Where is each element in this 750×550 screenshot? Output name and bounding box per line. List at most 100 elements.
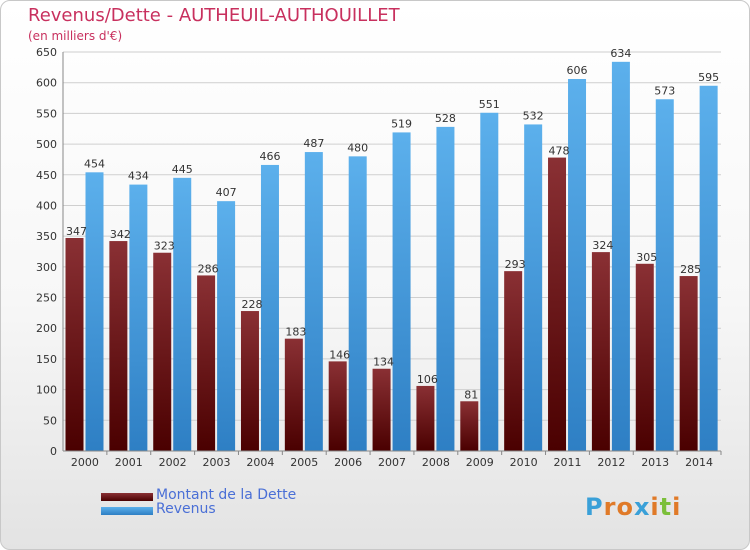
x-tick-label: 2007: [378, 456, 406, 469]
bar-dette-2014: [679, 276, 698, 451]
value-label-revenus-2007: 519: [391, 117, 412, 130]
x-tick-label: 2012: [597, 456, 625, 469]
x-tick-label: 2010: [510, 456, 538, 469]
value-label-dette-2010: 293: [505, 258, 526, 271]
bar-dette-2009: [460, 401, 479, 451]
bar-revenus-2007: [392, 132, 411, 451]
x-tick-label: 2011: [553, 456, 581, 469]
bar-revenus-2013: [655, 99, 674, 452]
value-label-dette-2014: 285: [680, 263, 701, 276]
bar-revenus-2005: [304, 152, 323, 451]
value-label-revenus-2001: 434: [128, 170, 149, 183]
bar-dette-2008: [416, 385, 435, 451]
bar-dette-2013: [635, 263, 654, 451]
bar-dette-2003: [197, 275, 216, 451]
y-tick-label: 300: [36, 261, 57, 274]
proxiti-logo: Proxiti: [585, 493, 681, 521]
logo-letter: t: [659, 493, 673, 521]
bar-dette-2002: [153, 252, 172, 451]
value-label-revenus-2014: 595: [698, 71, 719, 84]
x-tick-label: 2001: [115, 456, 143, 469]
bar-dette-2005: [284, 338, 303, 451]
logo-letter: i: [672, 493, 682, 521]
value-label-revenus-2003: 407: [216, 186, 237, 199]
bar-revenus-2002: [173, 177, 192, 452]
logo-letter: r: [603, 493, 617, 521]
x-tick-label: 2005: [290, 456, 318, 469]
x-tick-label: 2013: [641, 456, 669, 469]
value-label-dette-2007: 134: [373, 356, 394, 369]
value-label-revenus-2013: 573: [654, 84, 675, 97]
value-label-revenus-2012: 634: [610, 47, 631, 60]
value-label-dette-2009: 81: [464, 388, 478, 401]
bar-revenus-2009: [480, 112, 499, 452]
value-label-revenus-2002: 445: [172, 163, 193, 176]
value-label-revenus-2008: 528: [435, 112, 456, 125]
x-tick-label: 2014: [685, 456, 713, 469]
bar-revenus-2006: [348, 156, 367, 451]
legend-swatch-dette: [101, 493, 153, 501]
bar-revenus-2004: [260, 164, 279, 451]
y-tick-label: 50: [43, 414, 57, 427]
y-tick-label: 450: [36, 169, 57, 182]
value-label-dette-2004: 228: [241, 298, 262, 311]
value-label-dette-2000: 347: [66, 225, 87, 238]
y-tick-label: 400: [36, 199, 57, 212]
value-label-dette-2008: 106: [417, 373, 438, 386]
bar-revenus-2014: [699, 85, 718, 451]
value-label-dette-2006: 146: [329, 348, 350, 361]
value-label-dette-2005: 183: [285, 326, 306, 339]
chart-subtitle: (en milliers d'€): [28, 29, 123, 43]
bar-revenus-2012: [611, 61, 630, 452]
chart-title: Revenus/Dette - AUTHEUIL-AUTHOUILLET: [28, 5, 400, 26]
bar-revenus-2003: [217, 201, 236, 451]
bar-dette-2010: [504, 271, 523, 451]
bar-dette-2001: [109, 241, 128, 451]
value-label-dette-2011: 478: [549, 145, 570, 158]
value-label-dette-2001: 342: [110, 228, 131, 241]
x-tick-label: 2009: [466, 456, 494, 469]
x-tick-label: 2000: [71, 456, 99, 469]
bar-dette-2011: [548, 157, 567, 451]
legend-swatch-revenus: [101, 507, 153, 515]
x-tick-label: 2008: [422, 456, 450, 469]
y-tick-label: 0: [50, 445, 57, 458]
bar-revenus-2001: [129, 184, 148, 452]
y-tick-label: 100: [36, 384, 57, 397]
legend-label-revenus: Revenus: [156, 501, 216, 517]
y-tick-label: 150: [36, 353, 57, 366]
bar-dette-2004: [240, 311, 259, 451]
logo-letter: x: [633, 493, 651, 521]
value-label-revenus-2010: 532: [523, 109, 544, 122]
legend-label-dette: Montant de la Dette: [156, 487, 297, 503]
value-label-revenus-2006: 480: [347, 141, 368, 154]
x-tick-label: 2003: [203, 456, 231, 469]
value-label-dette-2003: 286: [198, 262, 219, 275]
y-tick-label: 350: [36, 230, 57, 243]
bar-dette-2000: [65, 237, 84, 451]
bar-revenus-2011: [568, 79, 587, 452]
value-label-dette-2013: 305: [636, 251, 657, 264]
logo-letter: o: [616, 493, 634, 521]
bar-dette-2012: [591, 252, 610, 451]
x-tick-label: 2006: [334, 456, 362, 469]
bar-dette-2007: [372, 368, 391, 451]
y-tick-label: 200: [36, 322, 57, 335]
value-label-revenus-2009: 551: [479, 98, 500, 111]
y-tick-label: 250: [36, 292, 57, 305]
value-label-dette-2012: 324: [592, 239, 613, 252]
x-tick-label: 2004: [246, 456, 274, 469]
value-label-dette-2002: 323: [154, 240, 175, 253]
bar-revenus-2000: [85, 172, 104, 451]
x-tick-label: 2002: [159, 456, 187, 469]
logo-letter: P: [585, 493, 604, 521]
value-label-revenus-2000: 454: [84, 157, 105, 170]
bar-revenus-2010: [524, 124, 543, 452]
bar-dette-2006: [328, 361, 347, 451]
value-label-revenus-2005: 487: [303, 137, 324, 150]
logo-letter: i: [650, 493, 660, 521]
value-label-revenus-2011: 606: [567, 64, 588, 77]
y-tick-label: 650: [36, 46, 57, 59]
